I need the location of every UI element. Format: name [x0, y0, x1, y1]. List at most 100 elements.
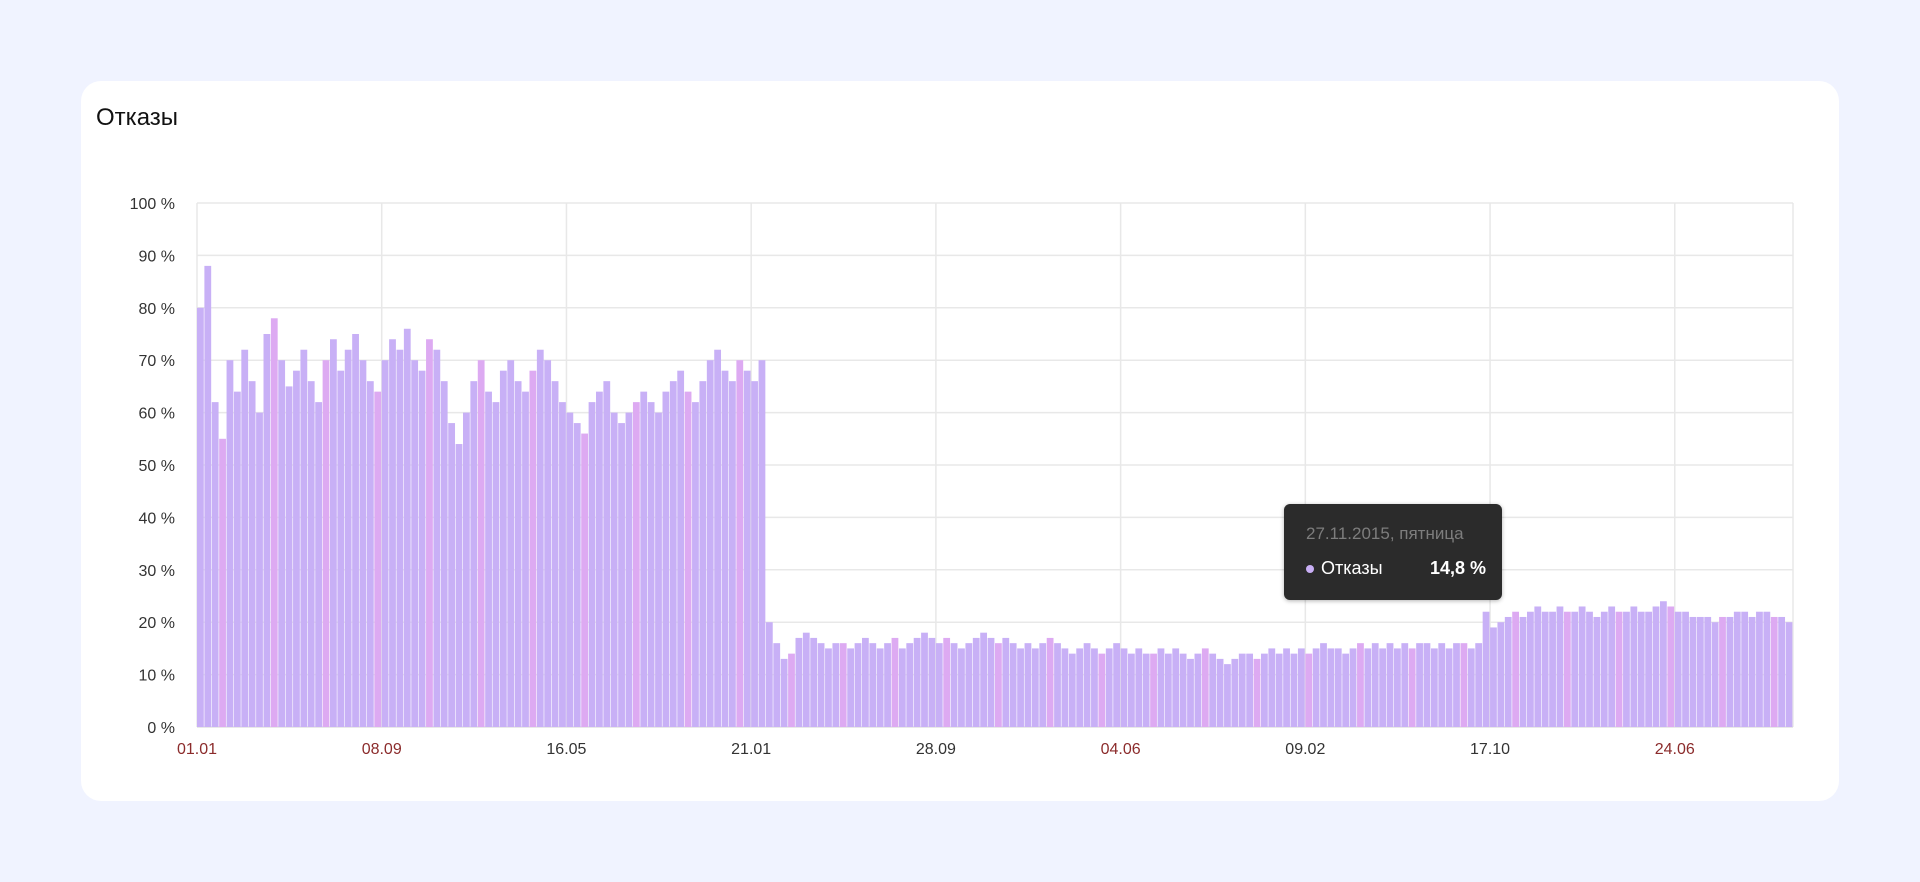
bar [1512, 611, 1520, 727]
bar [1460, 643, 1468, 727]
bar [1142, 653, 1150, 727]
bar [655, 412, 662, 727]
chart-tooltip: 27.11.2015, пятница Отказы 14,8 % [1284, 504, 1502, 600]
bar [692, 402, 699, 727]
bar [211, 402, 219, 727]
bar [1312, 648, 1320, 727]
bar [233, 391, 241, 727]
card-title: Отказы [96, 104, 179, 131]
bar [1660, 601, 1667, 727]
bar [943, 637, 951, 727]
bar [1778, 616, 1786, 727]
bar [1541, 611, 1549, 727]
bar [396, 349, 404, 727]
bars [197, 265, 1793, 727]
bar [972, 637, 980, 727]
bar [248, 381, 256, 727]
bar [1238, 653, 1246, 727]
bar [1785, 622, 1793, 727]
y-tick-label: 30 % [139, 563, 175, 580]
tooltip-date: 27.11.2015, пятница [1306, 524, 1464, 543]
bar [1297, 648, 1305, 727]
bar [330, 339, 337, 727]
bar [817, 643, 825, 727]
bar [1061, 648, 1069, 727]
bar [1416, 643, 1423, 727]
y-tick-label: 80 % [139, 301, 175, 318]
bar [1371, 643, 1379, 727]
y-tick-label: 20 % [139, 615, 175, 632]
bar [1246, 653, 1254, 727]
bar [921, 632, 928, 727]
bar [825, 648, 832, 727]
bar [300, 349, 308, 727]
bar [1667, 606, 1675, 727]
bar [669, 381, 677, 727]
bar [1201, 648, 1209, 727]
bar [322, 360, 330, 727]
bar [1571, 611, 1579, 727]
bar [898, 648, 906, 727]
bar [1091, 648, 1098, 727]
bar [1689, 616, 1697, 727]
bar [958, 648, 965, 727]
bar [987, 637, 995, 727]
x-tick-label: 09.02 [1285, 741, 1325, 758]
bar [1741, 611, 1749, 727]
bar [440, 381, 448, 727]
bar [950, 643, 958, 727]
bar [610, 412, 618, 727]
bar [1408, 648, 1416, 727]
bar [352, 334, 359, 727]
bar [780, 658, 788, 727]
bar [1172, 648, 1180, 727]
bar [1187, 658, 1194, 727]
bar [1275, 653, 1283, 727]
tooltip-series: Отказы [1321, 558, 1383, 578]
bar [485, 391, 492, 727]
bar [477, 360, 485, 727]
bar [1386, 643, 1394, 727]
bar [758, 360, 766, 727]
bar [1357, 643, 1364, 727]
bar [197, 307, 204, 727]
bar [1305, 653, 1313, 727]
bar [544, 360, 552, 727]
bar [1630, 606, 1638, 727]
bar [928, 637, 936, 727]
bar [1002, 637, 1010, 727]
bar [1519, 616, 1527, 727]
bar [1039, 643, 1047, 727]
bar [1770, 616, 1778, 727]
bar [1320, 643, 1327, 727]
bar [1290, 653, 1298, 727]
bar [463, 412, 470, 727]
bar [1490, 627, 1497, 727]
bar [935, 643, 943, 727]
bar [647, 402, 655, 727]
bar [773, 643, 781, 727]
bar [736, 360, 744, 727]
bar [499, 370, 507, 727]
bar [1253, 658, 1261, 727]
x-tick-label: 28.09 [916, 741, 956, 758]
bar [1231, 658, 1239, 727]
y-tick-label: 0 % [147, 720, 175, 737]
bar [965, 643, 973, 727]
bar [1733, 611, 1741, 727]
bar [714, 349, 722, 727]
bar [1394, 648, 1401, 727]
bar [980, 632, 988, 727]
y-tick-label: 70 % [139, 353, 175, 370]
bar [1578, 606, 1586, 727]
bar [876, 648, 884, 727]
y-tick-label: 10 % [139, 668, 175, 685]
y-axis: 0 % 10 % 20 % 30 % 40 % 50 % 60 % 70 % 80 % 90 % 1… [130, 196, 175, 737]
bar [640, 391, 648, 727]
bar [788, 653, 795, 727]
bar [1423, 643, 1431, 727]
x-tick-label: 01.01 [177, 741, 217, 758]
bar [1105, 648, 1113, 727]
bar [315, 402, 323, 727]
